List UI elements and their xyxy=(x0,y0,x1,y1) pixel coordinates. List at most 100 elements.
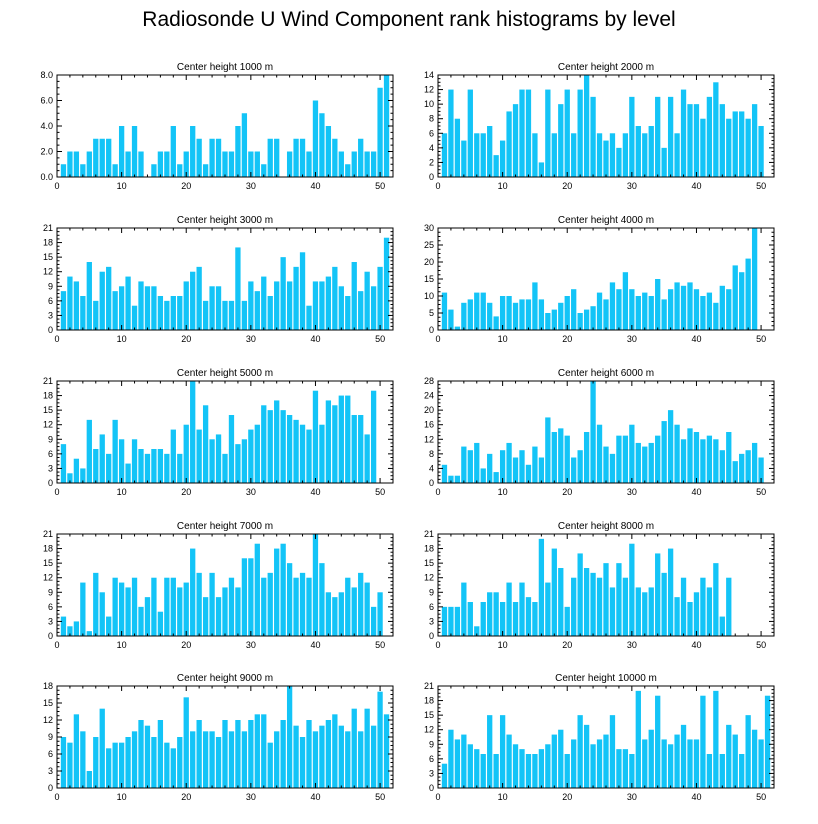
histogram-bar xyxy=(519,89,525,177)
histogram-bar xyxy=(274,281,280,330)
y-tick-label: 3 xyxy=(48,463,53,473)
histogram-bar xyxy=(732,111,738,177)
histogram-bar xyxy=(332,405,338,483)
histogram-bar xyxy=(764,695,771,788)
histogram-bar xyxy=(622,133,629,177)
y-tick-label: 4 xyxy=(429,463,434,473)
histogram-bar xyxy=(190,271,196,330)
histogram-bar xyxy=(299,424,306,483)
histogram-bar xyxy=(125,151,131,177)
histogram-bar xyxy=(596,739,603,788)
histogram-bar xyxy=(209,138,215,177)
histogram-bar xyxy=(345,296,351,330)
histogram-bar xyxy=(170,126,176,177)
histogram-bar xyxy=(487,592,493,636)
histogram-bar xyxy=(351,151,357,177)
histogram-bar xyxy=(254,714,260,788)
x-tick-label: 10 xyxy=(498,640,508,650)
histogram-bar xyxy=(713,690,719,788)
histogram-bar xyxy=(306,429,312,483)
y-tick-label: 6 xyxy=(429,128,434,138)
histogram-bar xyxy=(67,151,73,177)
histogram-bar xyxy=(461,582,467,636)
histogram-bar xyxy=(693,592,700,636)
x-tick-label: 40 xyxy=(691,334,701,344)
x-tick-label: 10 xyxy=(498,181,508,191)
histogram-bar xyxy=(358,731,364,788)
histogram-bar xyxy=(751,104,758,177)
histogram-bar xyxy=(732,734,738,788)
histogram-bar xyxy=(170,748,176,788)
histogram-bar xyxy=(118,582,125,636)
y-tick-label: 18 xyxy=(424,696,434,706)
histogram-bar xyxy=(312,534,319,636)
histogram-bar xyxy=(590,744,596,788)
histogram-bar xyxy=(499,296,506,330)
histogram-bar xyxy=(183,151,189,177)
histogram-bar xyxy=(474,442,480,483)
histogram-bar xyxy=(80,731,86,788)
histogram-bar xyxy=(209,572,215,636)
y-tick-label: 4.0 xyxy=(40,121,53,131)
histogram-bar xyxy=(700,577,706,636)
histogram-bar xyxy=(86,151,92,177)
histogram-bar xyxy=(370,606,377,636)
histogram-bar xyxy=(661,739,667,788)
histogram-bar xyxy=(131,577,138,636)
x-tick-label: 0 xyxy=(54,640,59,650)
histogram-bar xyxy=(351,415,357,483)
histogram-bar xyxy=(93,449,99,483)
y-tick-label: 9 xyxy=(48,587,53,597)
histogram-bar xyxy=(700,439,706,483)
histogram-bar xyxy=(73,151,80,177)
histogram-bar xyxy=(487,453,493,483)
histogram-bar xyxy=(719,754,725,788)
histogram-bar xyxy=(629,96,635,177)
histogram-bar xyxy=(67,276,73,330)
histogram-bar xyxy=(609,453,616,483)
histogram-bar xyxy=(616,435,622,483)
histogram-bar xyxy=(558,104,564,177)
histogram-bar xyxy=(532,602,538,636)
histogram-bar xyxy=(86,419,92,483)
histogram-bar xyxy=(261,164,267,177)
histogram-bar xyxy=(241,731,248,788)
x-tick-label: 10 xyxy=(117,334,127,344)
histogram-bar xyxy=(196,138,202,177)
histogram-bar xyxy=(642,592,648,636)
histogram-bar xyxy=(248,558,254,636)
histogram-bar xyxy=(370,390,377,483)
histogram-bar xyxy=(758,739,764,788)
histogram-bar xyxy=(99,138,105,177)
histogram-bar xyxy=(274,400,280,483)
histogram-bar xyxy=(629,543,635,636)
histogram-panel: Center height 2000 m 0 10 20 30 40 50 0 2 4 6 8 10 12… xyxy=(424,62,775,191)
histogram-bar xyxy=(202,164,209,177)
x-tick-label: 50 xyxy=(375,792,385,802)
histogram-bar xyxy=(655,96,661,177)
histogram-bar xyxy=(448,475,454,483)
histogram-bar xyxy=(739,453,745,483)
y-tick-label: 3 xyxy=(48,616,53,626)
histogram-bar xyxy=(648,729,654,788)
histogram-bar xyxy=(118,286,125,330)
histogram-bar xyxy=(726,432,732,483)
y-tick-label: 0 xyxy=(429,478,434,488)
histogram-bar xyxy=(519,582,525,636)
y-tick-label: 0 xyxy=(48,783,53,793)
histogram-bar xyxy=(512,457,519,483)
histogram-bar xyxy=(183,281,189,330)
histogram-bar xyxy=(493,592,499,636)
y-tick-label: 3 xyxy=(48,310,53,320)
histogram-bar xyxy=(93,572,99,636)
histogram-bar xyxy=(596,577,603,636)
histogram-bar xyxy=(151,449,157,483)
histogram-bar xyxy=(655,553,661,636)
histogram-bar xyxy=(261,577,267,636)
histogram-bar xyxy=(377,691,383,788)
histogram-bar xyxy=(493,754,499,788)
histogram-bar xyxy=(642,446,648,483)
histogram-bar xyxy=(190,548,196,636)
y-tick-label: 18 xyxy=(424,544,434,554)
histogram-bar xyxy=(138,281,144,330)
